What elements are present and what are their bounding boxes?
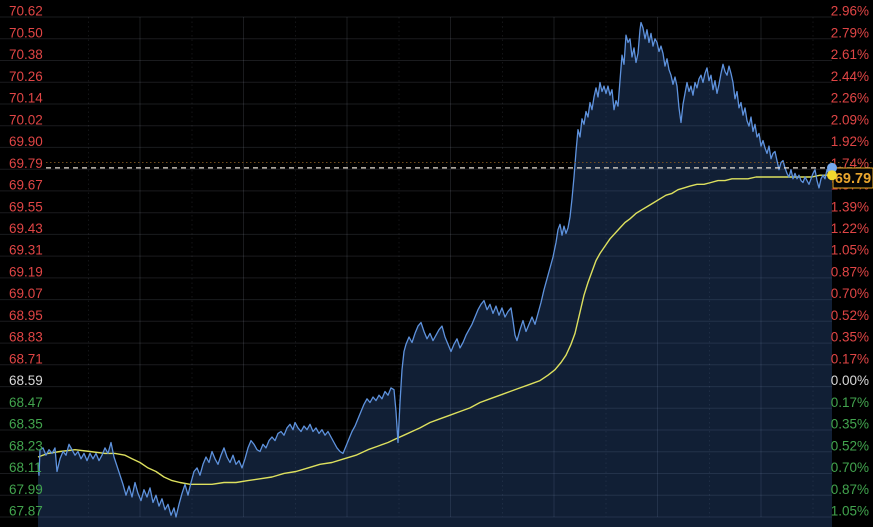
right-axis-percent-label: 0.17% xyxy=(831,395,869,410)
left-axis-price-label: 69.67 xyxy=(9,177,43,192)
right-axis-percent-label: 1.92% xyxy=(831,134,869,149)
right-axis-percent-label: 1.05% xyxy=(831,243,869,258)
left-axis-price-label: 68.23 xyxy=(9,438,43,453)
left-axis-price-label: 68.11 xyxy=(9,460,42,475)
right-axis-percent-label: 2.44% xyxy=(831,69,869,84)
right-axis-percent-label: 2.96% xyxy=(831,4,869,19)
left-axis-price-label: 69.19 xyxy=(9,264,43,279)
right-axis-percent-label: 2.09% xyxy=(831,112,869,127)
right-axis-percent-label: 1.22% xyxy=(831,221,869,236)
right-axis-percent-label: 0.35% xyxy=(831,417,869,432)
right-axis-percent-label: 0.87% xyxy=(831,482,869,497)
right-axis-percent-label: 0.70% xyxy=(831,286,869,301)
left-axis-price-label: 70.14 xyxy=(9,91,43,106)
left-axis-price-label: 69.55 xyxy=(9,199,43,214)
left-axis-price-label: 68.47 xyxy=(9,395,43,410)
left-axis-price-label: 70.26 xyxy=(9,69,43,84)
right-axis-percent-label: 0.17% xyxy=(831,351,869,366)
price-endpoint-dot xyxy=(827,162,837,173)
left-axis-price-label: 69.31 xyxy=(9,243,43,258)
left-axis-price-label: 70.38 xyxy=(9,47,43,62)
left-axis-price-label: 68.59 xyxy=(9,373,43,388)
right-axis-percent-label: 0.70% xyxy=(831,460,869,475)
left-axis-price-label: 70.50 xyxy=(9,25,43,40)
right-axis-percent-label: 2.26% xyxy=(831,91,869,106)
current-price-tag-value: 69.79 xyxy=(835,171,871,187)
left-axis-price-label: 69.07 xyxy=(9,286,43,301)
right-axis-percent-label: 0.52% xyxy=(831,438,869,453)
right-axis-percent-label: 0.35% xyxy=(831,330,869,345)
left-axis-price-label: 67.99 xyxy=(9,482,43,497)
left-axis-price-label: 67.87 xyxy=(9,504,43,519)
left-axis-price-label: 69.79 xyxy=(9,156,43,171)
left-axis-price-label: 68.71 xyxy=(9,351,43,366)
left-axis-price-label: 69.43 xyxy=(9,221,43,236)
left-axis-price-label: 70.02 xyxy=(9,112,43,127)
right-axis-percent-label: 1.05% xyxy=(831,504,869,519)
right-axis-percent-label: 0.87% xyxy=(831,264,869,279)
left-axis-price-label: 68.83 xyxy=(9,330,43,345)
left-axis-price-label: 70.62 xyxy=(9,4,43,19)
left-axis-price-label: 68.35 xyxy=(9,417,43,432)
average-price-line xyxy=(37,174,832,485)
average-endpoint-dot xyxy=(827,170,837,181)
right-axis-percent-label: 0.00% xyxy=(831,373,869,388)
left-axis-price-label: 68.95 xyxy=(9,308,43,323)
right-axis-percent-label: 1.74% xyxy=(831,156,869,171)
price-area-fill xyxy=(38,22,832,527)
price-line xyxy=(37,21,833,518)
right-axis-percent-label: 2.61% xyxy=(831,47,869,62)
left-axis-price-label: 69.90 xyxy=(9,134,43,149)
right-axis-percent-label: 2.79% xyxy=(831,25,869,40)
right-axis-percent-label: 0.52% xyxy=(831,308,869,323)
right-axis-percent-label: 1.39% xyxy=(831,199,869,214)
